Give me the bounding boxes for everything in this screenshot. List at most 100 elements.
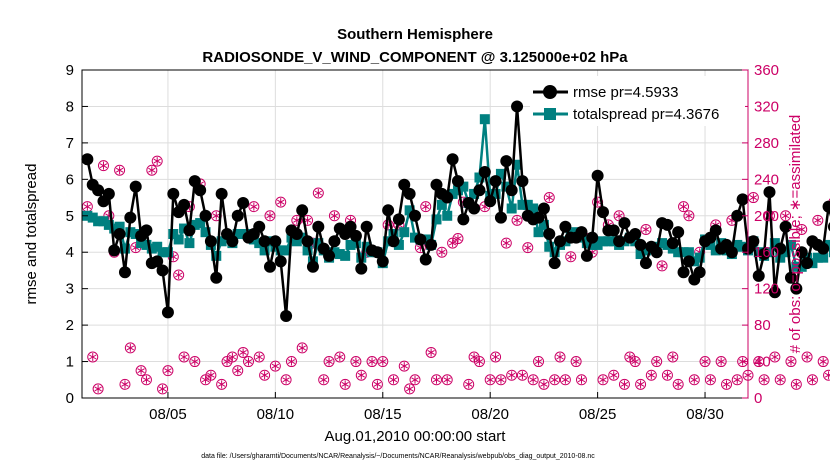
obs-possible-point [490, 351, 502, 363]
obs-possible-point [157, 383, 169, 395]
rmse-point [140, 224, 153, 237]
totalspread-point [479, 114, 490, 125]
totalspread-point [329, 247, 340, 258]
obs-assimilated-point [239, 348, 247, 357]
obs-assimilated-point [722, 380, 731, 389]
rmse-point [554, 235, 567, 248]
rmse-point [586, 231, 599, 244]
obs-possible-point [769, 351, 781, 363]
totalspread-point [157, 247, 168, 258]
rmse-point [634, 238, 647, 251]
rmse-point [537, 202, 550, 215]
rmse-point [312, 220, 325, 233]
rmse-point [419, 253, 432, 266]
rmse-point [516, 175, 529, 188]
obs-possible-point [823, 369, 830, 381]
obs-assimilated-point [658, 261, 666, 270]
obs-assimilated-point [534, 357, 543, 366]
totalspread-point [581, 238, 592, 249]
rmse-point [607, 224, 620, 237]
totalspread-point [769, 238, 780, 249]
obs-possible-point [672, 378, 684, 390]
rmse-point [113, 228, 126, 240]
totalspread-point [431, 214, 442, 225]
obs-possible-point [801, 351, 813, 363]
totalspread-point [281, 245, 292, 256]
obs-assimilated-point [819, 357, 827, 366]
totalspread-point [785, 239, 796, 250]
obs-possible-point [554, 351, 566, 363]
obs-possible-point [806, 374, 818, 386]
rmse-point [752, 269, 765, 282]
rmse-point [349, 229, 362, 242]
obs-assimilated-point [814, 216, 822, 225]
obs-possible-point [661, 369, 673, 381]
totalspread-point [259, 245, 270, 256]
totalspread-point [812, 252, 823, 263]
obs-possible-point [511, 214, 523, 226]
obs-assimilated-point [422, 202, 430, 211]
totalspread-point [452, 185, 463, 196]
rmse-point [371, 246, 384, 259]
obs-assimilated-point [260, 371, 269, 380]
obs-assimilated-point [352, 357, 360, 366]
totalspread-point [119, 243, 130, 254]
legend-totalspread-label: totalspread pr=4.3676 [573, 106, 719, 123]
obs-possible-point [629, 356, 641, 368]
rmse-point [344, 220, 357, 233]
x-tick-label: 08/30 [686, 406, 724, 423]
totalspread-point [549, 247, 560, 258]
rmse-point [575, 226, 588, 239]
totalspread-point [501, 181, 512, 192]
obs-assimilated-point [760, 375, 768, 384]
rmse-point [682, 255, 695, 268]
obs-assimilated-point [250, 202, 258, 211]
rmse-point [580, 249, 593, 262]
obs-possible-point [425, 346, 437, 358]
rmse-point [118, 266, 131, 279]
obs-possible-point [651, 356, 663, 368]
obs-possible-point [715, 356, 727, 368]
rmse-point [532, 211, 545, 224]
obs-assimilated-point [99, 161, 108, 170]
obs-possible-point [430, 374, 442, 386]
rmse-point [736, 193, 749, 206]
totalspread-point [136, 238, 147, 249]
obs-assimilated-point [749, 193, 758, 202]
totalspread-point [474, 172, 485, 183]
rmse-point [151, 255, 164, 268]
y-tick-label: 0 [66, 390, 74, 407]
obs-possible-point [189, 356, 201, 368]
chart-subtitle: RADIOSONDE_V_WIND_COMPONENT @ 3.125000e+… [202, 49, 628, 66]
totalspread-point [828, 247, 830, 258]
rmse-point [511, 100, 524, 113]
obs-possible-point [97, 160, 109, 172]
y-tick-label: 4 [66, 244, 74, 261]
obs-possible-point [522, 242, 534, 254]
rmse-point [188, 175, 201, 188]
obs-possible-point [796, 223, 808, 235]
obs-assimilated-point [180, 353, 188, 361]
obs-assimilated-point [491, 353, 500, 361]
totalspread-point [93, 216, 104, 227]
rmse-point [559, 220, 572, 233]
totalspread-point [673, 247, 684, 258]
obs-assimilated-point [115, 166, 124, 175]
rmse-point [360, 220, 373, 233]
obs-assimilated-point [207, 371, 215, 380]
obs-possible-point [323, 356, 335, 368]
obs-assimilated-point [373, 380, 382, 389]
rmse-point [457, 213, 470, 226]
totalspread-point [334, 249, 345, 260]
obs-assimilated-point [556, 353, 564, 361]
obs-possible-point [269, 360, 281, 372]
obs-possible-point [264, 210, 276, 222]
obs-possible-point [538, 378, 550, 390]
obs-possible-point [533, 356, 545, 368]
y-tick-label: 2 [66, 317, 74, 334]
obs-assimilated-point [266, 211, 274, 220]
obs-possible-point [527, 374, 539, 386]
obs-assimilated-point [669, 353, 677, 361]
obs-assimilated-point [545, 193, 553, 202]
totalspread-point [517, 199, 528, 210]
